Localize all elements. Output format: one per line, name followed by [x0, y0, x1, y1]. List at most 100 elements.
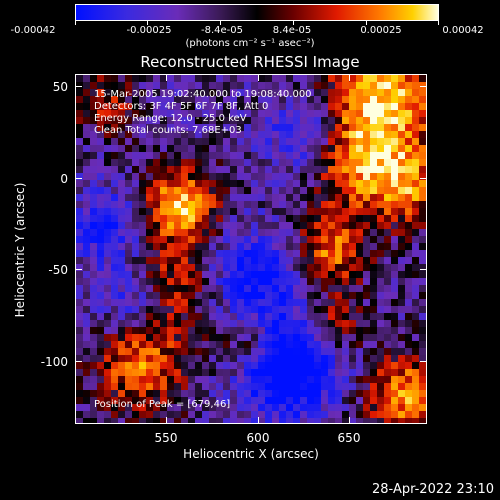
- heatmap-cell: [293, 278, 300, 285]
- heatmap-cell: [188, 362, 195, 369]
- heatmap-cell: [167, 89, 174, 96]
- heatmap-cell: [342, 271, 349, 278]
- heatmap-cell: [181, 250, 188, 257]
- heatmap-cell: [314, 334, 321, 341]
- heatmap-cell: [272, 180, 279, 187]
- heatmap-cell: [139, 222, 146, 229]
- heatmap-cell: [237, 187, 244, 194]
- heatmap-cell: [104, 166, 111, 173]
- heatmap-cell: [216, 313, 223, 320]
- heatmap-cell: [167, 124, 174, 131]
- heatmap-cell: [384, 110, 391, 117]
- heatmap-cell: [160, 418, 167, 423]
- heatmap-cell: [405, 306, 412, 313]
- heatmap-cell: [104, 292, 111, 299]
- heatmap-cell: [251, 229, 258, 236]
- heatmap-cell: [83, 397, 90, 404]
- heatmap-cell: [146, 376, 153, 383]
- heatmap-cell: [195, 152, 202, 159]
- heatmap-cell: [272, 124, 279, 131]
- heatmap-cell: [342, 418, 349, 423]
- heatmap-cell: [216, 243, 223, 250]
- heatmap-cell: [349, 110, 356, 117]
- heatmap-cell: [363, 362, 370, 369]
- heatmap-cell: [412, 271, 419, 278]
- heatmap-cell: [335, 355, 342, 362]
- heatmap-cell: [209, 355, 216, 362]
- heatmap-cell: [398, 404, 405, 411]
- heatmap-cell: [237, 369, 244, 376]
- heatmap-cell: [146, 222, 153, 229]
- heatmap-cell: [223, 89, 230, 96]
- heatmap-cell: [202, 222, 209, 229]
- heatmap-cell: [286, 194, 293, 201]
- heatmap-cell: [398, 75, 405, 82]
- heatmap-cell: [384, 411, 391, 418]
- heatmap-cell: [363, 278, 370, 285]
- heatmap-cell: [237, 334, 244, 341]
- heatmap-cell: [83, 103, 90, 110]
- heatmap-cell: [160, 110, 167, 117]
- heatmap-cell: [307, 180, 314, 187]
- heatmap-cell: [188, 138, 195, 145]
- heatmap-cell: [111, 236, 118, 243]
- heatmap-cell: [174, 418, 181, 423]
- heatmap-cell: [111, 138, 118, 145]
- heatmap-cell: [209, 404, 216, 411]
- heatmap-cell: [356, 341, 363, 348]
- heatmap-cell: [209, 327, 216, 334]
- heatmap-cell: [356, 159, 363, 166]
- heatmap-cell: [181, 236, 188, 243]
- heatmap-cell: [209, 292, 216, 299]
- heatmap-cell: [342, 313, 349, 320]
- heatmap-cell: [335, 75, 342, 82]
- heatmap-cell: [244, 278, 251, 285]
- heatmap-cell: [111, 299, 118, 306]
- heatmap-cell: [356, 75, 363, 82]
- heatmap-cell: [139, 117, 146, 124]
- heatmap-cell: [237, 306, 244, 313]
- heatmap-cell: [153, 187, 160, 194]
- heatmap-cell: [335, 306, 342, 313]
- heatmap-cell: [160, 124, 167, 131]
- heatmap-cell: [167, 82, 174, 89]
- heatmap-cell: [111, 348, 118, 355]
- heatmap-cell: [251, 313, 258, 320]
- heatmap-cell: [104, 390, 111, 397]
- heatmap-cell: [321, 292, 328, 299]
- heatmap-cell: [272, 257, 279, 264]
- heatmap-cell: [370, 194, 377, 201]
- heatmap-cell: [286, 264, 293, 271]
- heatmap-cell: [146, 194, 153, 201]
- heatmap-cell: [419, 110, 426, 117]
- heatmap-cell: [300, 250, 307, 257]
- heatmap-cell: [146, 159, 153, 166]
- x-tickmark-top: [258, 75, 259, 81]
- heatmap-cell: [230, 264, 237, 271]
- heatmap-cell: [181, 110, 188, 117]
- heatmap-cell: [167, 285, 174, 292]
- heatmap-cell: [279, 145, 286, 152]
- heatmap-cell: [223, 285, 230, 292]
- heatmap-cell: [265, 180, 272, 187]
- heatmap-cell: [195, 418, 202, 423]
- heatmap-cell: [118, 404, 125, 411]
- heatmap-cell: [377, 376, 384, 383]
- heatmap-cell: [244, 397, 251, 404]
- heatmap-cell: [146, 292, 153, 299]
- heatmap-cell: [377, 166, 384, 173]
- heatmap-cell: [377, 96, 384, 103]
- heatmap-cell: [356, 243, 363, 250]
- heatmap-cell: [419, 250, 426, 257]
- heatmap-cell: [104, 411, 111, 418]
- heatmap-cell: [195, 362, 202, 369]
- heatmap-cell: [195, 411, 202, 418]
- heatmap-cell: [251, 138, 258, 145]
- heatmap-cell: [377, 334, 384, 341]
- heatmap-cell: [174, 180, 181, 187]
- heatmap-cell: [216, 82, 223, 89]
- heatmap-cell: [118, 292, 125, 299]
- heatmap-cell: [125, 299, 132, 306]
- heatmap-cell: [363, 243, 370, 250]
- heatmap-cell: [223, 271, 230, 278]
